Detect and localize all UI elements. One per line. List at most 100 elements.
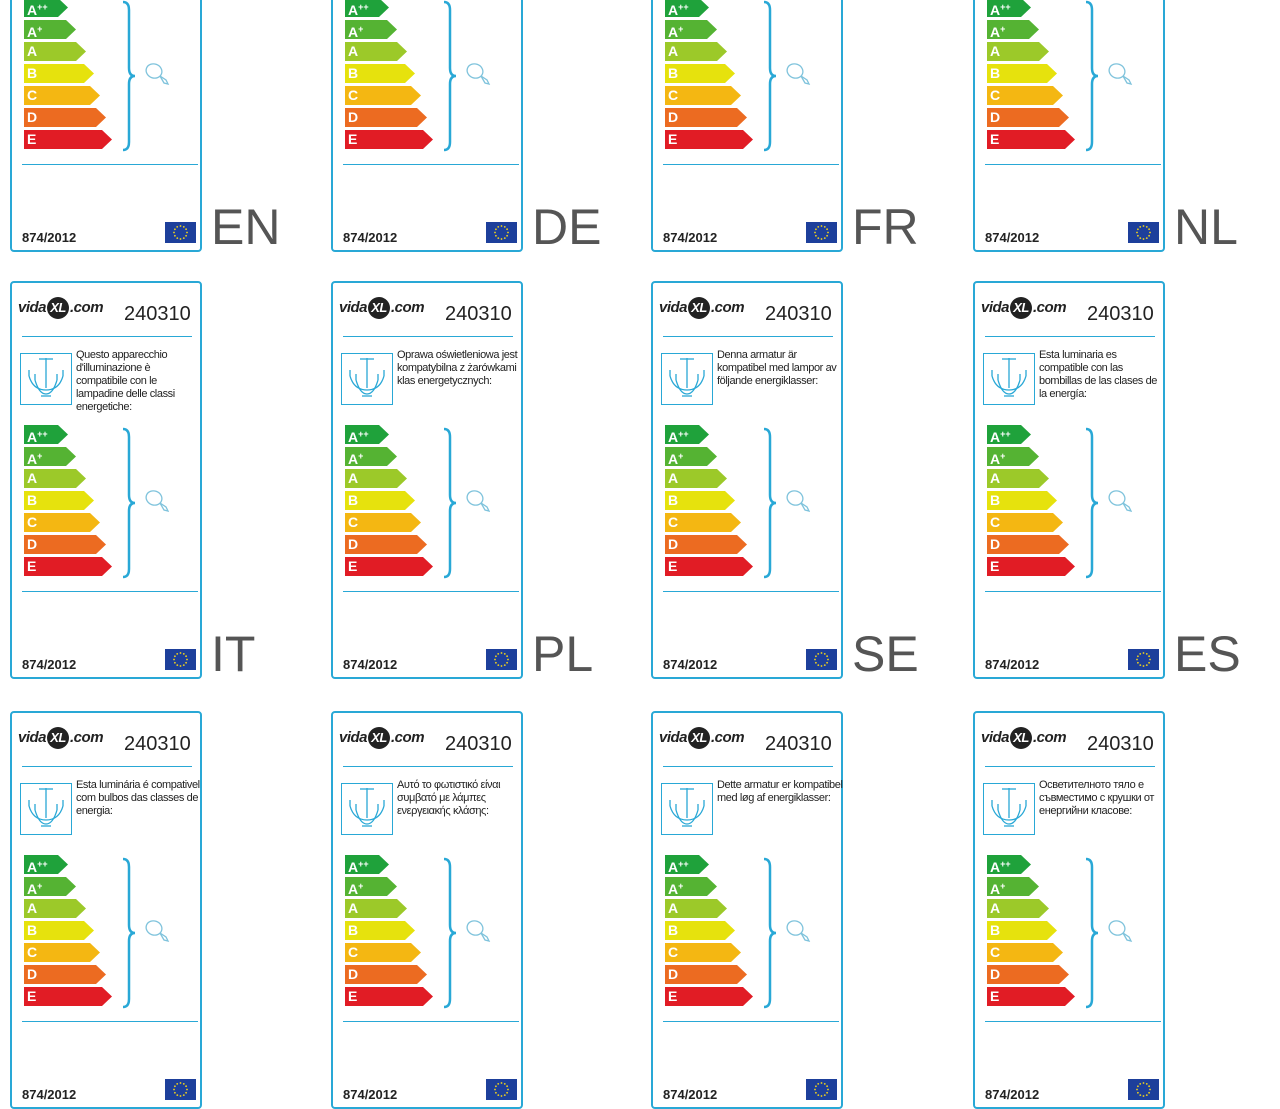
energy-class-sup: ++ (678, 429, 689, 439)
brand-suffix: .com (1033, 729, 1067, 746)
divider (663, 336, 833, 337)
energy-class-letter: E (348, 131, 358, 147)
energy-class-b: B (24, 491, 94, 510)
energy-class-letter: A (348, 470, 359, 486)
energy-class-letter: D (990, 109, 1001, 125)
energy-class-letter: E (348, 558, 358, 574)
energy-class-a: A (345, 899, 407, 918)
divider (22, 164, 198, 165)
energy-class-app: A++ (987, 855, 1031, 875)
brand-prefix: vida (981, 299, 1010, 316)
energy-class-letter: B (348, 922, 359, 938)
energy-class-c: C (24, 513, 100, 532)
brand-suffix: .com (391, 729, 425, 746)
energy-class-letter: A (990, 470, 1001, 486)
regulation-number: 874/2012 (343, 1087, 398, 1102)
energy-class-sup: + (678, 451, 684, 461)
energy-class-c: C (665, 943, 741, 962)
energy-class-b: B (345, 491, 415, 510)
divider (343, 1021, 519, 1022)
brand-prefix: vida (18, 729, 47, 746)
brand-logo: vida XL .com (18, 297, 104, 319)
energy-class-ap: A+ (24, 20, 76, 40)
brand-logo: vida XL .com (339, 727, 425, 749)
energy-class-b: B (345, 64, 415, 83)
energy-class-e: E (24, 130, 112, 149)
energy-class-letter: A++ (27, 429, 48, 445)
compatibility-text: Αυτό το φωτιστικό είναι συμβατό με λάμπε… (397, 779, 501, 817)
compatibility-text: Осветителното тяло е съвместимо с крушки… (1039, 779, 1155, 817)
energy-class-letter: C (27, 87, 38, 103)
energy-class-letter: C (27, 944, 38, 960)
divider (663, 164, 839, 165)
energy-class-letter: A+ (990, 24, 1006, 40)
regulation-number: 874/2012 (22, 657, 77, 672)
energy-class-letter: C (27, 514, 38, 530)
energy-class-letter: E (27, 131, 37, 147)
energy-label-card: vida XL .com 240310 Esta luminária é compati… (10, 711, 202, 1109)
energy-class-c: C (665, 86, 741, 105)
energy-class-app: A++ (665, 425, 709, 445)
compatibility-text: Oprawa oświetleniowa jest kompatybilna z… (397, 349, 518, 387)
energy-class-b: B (24, 64, 94, 83)
energy-class-a: A (665, 899, 727, 918)
energy-class-ap: A+ (345, 20, 397, 40)
regulation-number: 874/2012 (343, 230, 398, 245)
eu-flag-icon (486, 1079, 517, 1100)
divider (343, 591, 519, 592)
divider (343, 336, 513, 337)
product-code: 240310 (1087, 303, 1154, 325)
energy-class-app: A++ (345, 855, 389, 875)
divider (22, 336, 192, 337)
energy-class-sup: + (358, 24, 364, 34)
energy-class-letter: B (668, 65, 679, 81)
energy-class-b: B (665, 921, 735, 940)
curly-brace-icon (763, 0, 777, 157)
energy-class-sup: + (37, 451, 43, 461)
energy-class-letter: A (990, 43, 1001, 59)
energy-class-sup: ++ (1000, 429, 1011, 439)
energy-class-letter: A (348, 43, 359, 59)
energy-class-d: D (665, 965, 747, 984)
energy-class-d: D (987, 108, 1069, 127)
energy-class-d: D (24, 535, 106, 554)
brand-logo: vida XL .com (981, 727, 1067, 749)
energy-class-letter: C (990, 944, 1001, 960)
energy-class-app: A++ (345, 0, 389, 18)
energy-class-letter: A (27, 900, 38, 916)
brand-xl: XL (368, 727, 391, 749)
energy-class-sup: + (1000, 881, 1006, 891)
energy-class-letter: A+ (27, 451, 43, 467)
energy-label-card: vida XL .com 240310 Αυτό το φωτιστικό είναι … (331, 711, 523, 1109)
energy-class-c: C (987, 513, 1063, 532)
light-bulb-icon (465, 62, 495, 91)
energy-class-letter: A++ (27, 2, 48, 18)
curly-brace-icon (122, 857, 136, 1014)
energy-label-card: vida XL .com 240310 Questo apparecchio d'ill… (10, 281, 202, 679)
energy-class-letter: A+ (668, 24, 684, 40)
energy-class-c: C (345, 513, 421, 532)
energy-class-a: A (345, 469, 407, 488)
chandelier-icon (20, 353, 72, 405)
energy-class-a: A (345, 42, 407, 61)
brand-suffix: .com (711, 299, 745, 316)
energy-class-c: C (987, 943, 1063, 962)
energy-class-letter: D (990, 536, 1001, 552)
regulation-number: 874/2012 (985, 1087, 1040, 1102)
energy-class-letter: A++ (348, 2, 369, 18)
divider (985, 766, 1155, 767)
regulation-number: 874/2012 (343, 657, 398, 672)
energy-class-c: C (24, 943, 100, 962)
energy-class-ap: A+ (987, 877, 1039, 897)
energy-class-letter: B (348, 492, 359, 508)
energy-class-sup: ++ (358, 2, 369, 12)
energy-class-letter: D (668, 109, 679, 125)
chandelier-icon (341, 783, 393, 835)
energy-class-app: A++ (665, 855, 709, 875)
energy-label-card: vida XL .com 240310 Oprawa oświetleniowa jes… (331, 281, 523, 679)
energy-class-app: A++ (987, 0, 1031, 18)
energy-class-letter: A (668, 470, 679, 486)
brand-suffix: .com (391, 299, 425, 316)
